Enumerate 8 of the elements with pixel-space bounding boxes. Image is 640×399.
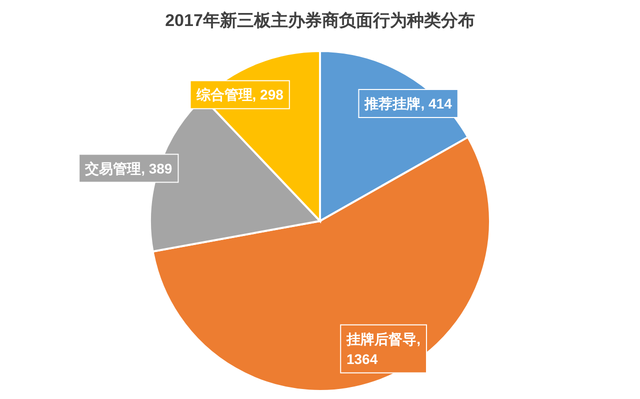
slice-label: 综合管理 bbox=[195, 86, 252, 103]
slice-label: 交易管理 bbox=[84, 160, 142, 176]
data-label: , 414 bbox=[420, 95, 452, 112]
slice-label: 推荐挂牌 bbox=[364, 95, 421, 112]
slice-label: 挂牌后督导 bbox=[346, 330, 417, 347]
chart-title: 2017年新三板主办券商负面行为种类分布 bbox=[165, 11, 475, 30]
data-label: , 298 bbox=[252, 86, 284, 103]
data-label: , 389 bbox=[141, 160, 172, 176]
